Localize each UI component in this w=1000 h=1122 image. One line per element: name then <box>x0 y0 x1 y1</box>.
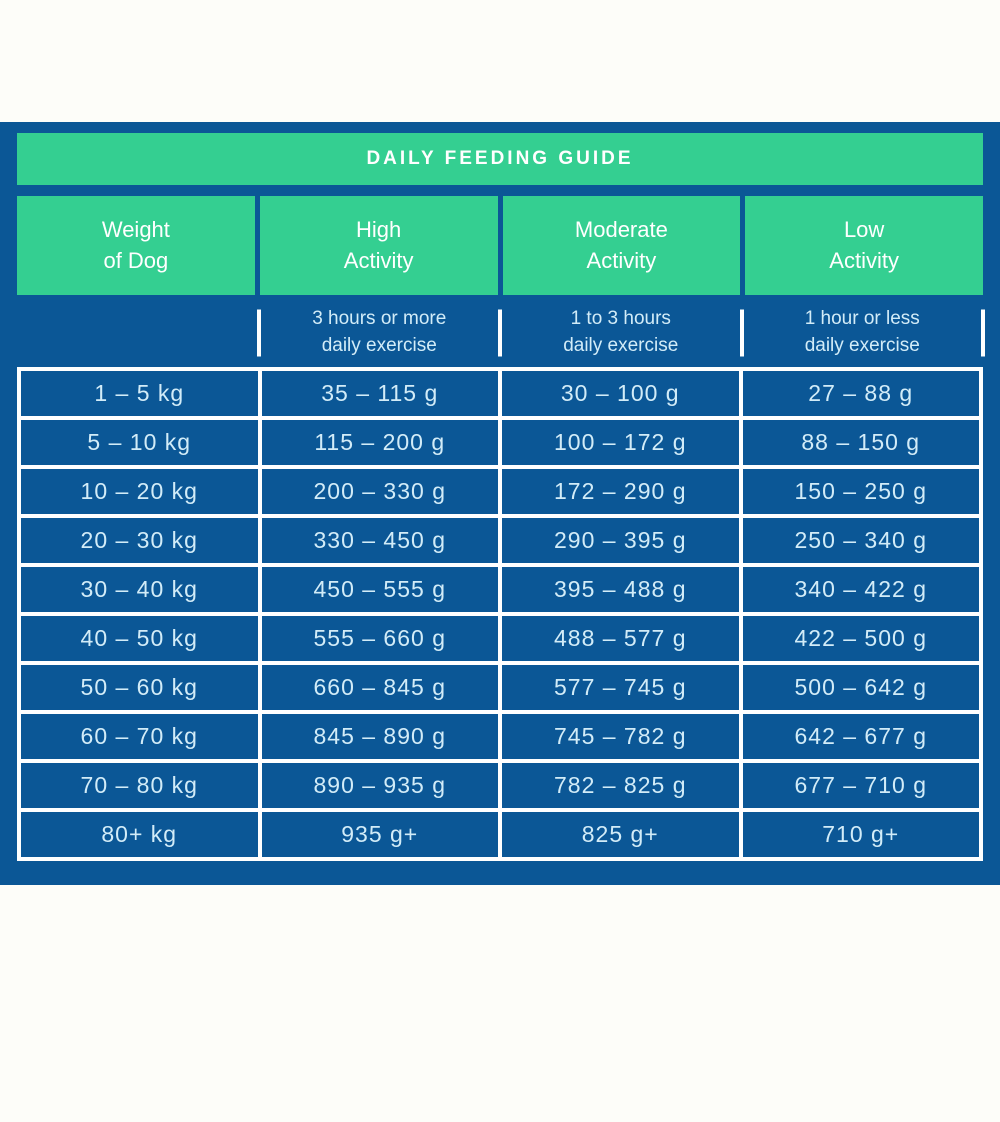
subheader-label-line2: daily exercise <box>804 334 920 356</box>
weight-cell: 60 – 70 kg <box>21 714 258 759</box>
subheader-label-line2: daily exercise <box>321 334 437 356</box>
column-header-label-line1: High <box>356 217 402 243</box>
subheader-high-activity: 3 hours or more daily exercise <box>259 304 501 361</box>
high-activity-cell: 450 – 555 g <box>261 567 498 612</box>
moderate-activity-cell: 577 – 745 g <box>502 665 739 710</box>
weight-cell: 80+ kg <box>21 812 258 857</box>
high-activity-cell: 555 – 660 g <box>261 616 498 661</box>
moderate-activity-cell: 395 – 488 g <box>502 567 739 612</box>
weight-cell: 1 – 5 kg <box>21 371 258 416</box>
high-activity-cell: 200 – 330 g <box>261 469 498 514</box>
feeding-table: 1 – 5 kg 35 – 115 g 30 – 100 g 27 – 88 g… <box>17 367 983 861</box>
column-header-label-line2: of Dog <box>103 247 169 273</box>
low-activity-cell: 710 g+ <box>742 812 979 857</box>
column-header-row: Weight of Dog High Activity Moderate Act… <box>17 196 983 295</box>
feeding-guide-panel: DAILY FEEDING GUIDE Weight of Dog High A… <box>0 122 1000 885</box>
column-header-label-line1: Weight <box>101 217 170 243</box>
weight-cell: 5 – 10 kg <box>21 420 258 465</box>
column-header-label-line1: Moderate <box>574 217 668 243</box>
low-activity-cell: 422 – 500 g <box>742 616 979 661</box>
high-activity-cell: 660 – 845 g <box>261 665 498 710</box>
high-activity-cell: 845 – 890 g <box>261 714 498 759</box>
column-header-label-line1: Low <box>843 217 885 243</box>
low-activity-cell: 250 – 340 g <box>742 518 979 563</box>
subheader-label-line1: 1 to 3 hours <box>570 307 671 329</box>
high-activity-cell: 935 g+ <box>261 812 498 857</box>
low-activity-cell: 150 – 250 g <box>742 469 979 514</box>
low-activity-cell: 677 – 710 g <box>742 763 979 808</box>
column-header-high-activity: High Activity <box>259 196 498 295</box>
moderate-activity-cell: 100 – 172 g <box>502 420 739 465</box>
high-activity-cell: 330 – 450 g <box>261 518 498 563</box>
column-header-label-line2: Activity <box>586 247 657 273</box>
weight-cell: 40 – 50 kg <box>21 616 258 661</box>
moderate-activity-cell: 745 – 782 g <box>502 714 739 759</box>
column-header-moderate-activity: Moderate Activity <box>502 196 741 295</box>
high-activity-cell: 115 – 200 g <box>261 420 498 465</box>
subheader-label-line2: daily exercise <box>563 334 679 356</box>
moderate-activity-cell: 290 – 395 g <box>502 518 739 563</box>
subheader-label-line1: 1 hour or less <box>804 307 920 329</box>
moderate-activity-cell: 172 – 290 g <box>502 469 739 514</box>
moderate-activity-cell: 825 g+ <box>502 812 739 857</box>
page-title: DAILY FEEDING GUIDE <box>366 148 634 169</box>
low-activity-cell: 88 – 150 g <box>742 420 979 465</box>
weight-cell: 70 – 80 kg <box>21 763 258 808</box>
low-activity-cell: 642 – 677 g <box>742 714 979 759</box>
weight-cell: 20 – 30 kg <box>21 518 258 563</box>
high-activity-cell: 890 – 935 g <box>261 763 498 808</box>
low-activity-cell: 500 – 642 g <box>742 665 979 710</box>
moderate-activity-cell: 782 – 825 g <box>502 763 739 808</box>
column-header-label-line2: Activity <box>829 247 899 273</box>
low-activity-cell: 27 – 88 g <box>742 371 979 416</box>
subheader-moderate-activity: 1 to 3 hours daily exercise <box>500 304 742 361</box>
subheader-label-line1: 3 hours or more <box>312 307 447 329</box>
weight-cell: 50 – 60 kg <box>21 665 258 710</box>
subheader-low-activity: 1 hour or less daily exercise <box>742 304 984 361</box>
weight-cell: 30 – 40 kg <box>21 567 258 612</box>
column-header-low-activity: Low Activity <box>745 196 983 295</box>
moderate-activity-cell: 30 – 100 g <box>502 371 739 416</box>
high-activity-cell: 35 – 115 g <box>261 371 498 416</box>
column-header-weight: Weight of Dog <box>17 196 255 295</box>
subheader-spacer <box>17 304 259 361</box>
subheader-row: 3 hours or more daily exercise 1 to 3 ho… <box>17 304 983 361</box>
low-activity-cell: 340 – 422 g <box>742 567 979 612</box>
weight-cell: 10 – 20 kg <box>21 469 258 514</box>
column-header-label-line2: Activity <box>343 247 414 273</box>
moderate-activity-cell: 488 – 577 g <box>502 616 739 661</box>
title-banner: DAILY FEEDING GUIDE <box>17 133 983 185</box>
